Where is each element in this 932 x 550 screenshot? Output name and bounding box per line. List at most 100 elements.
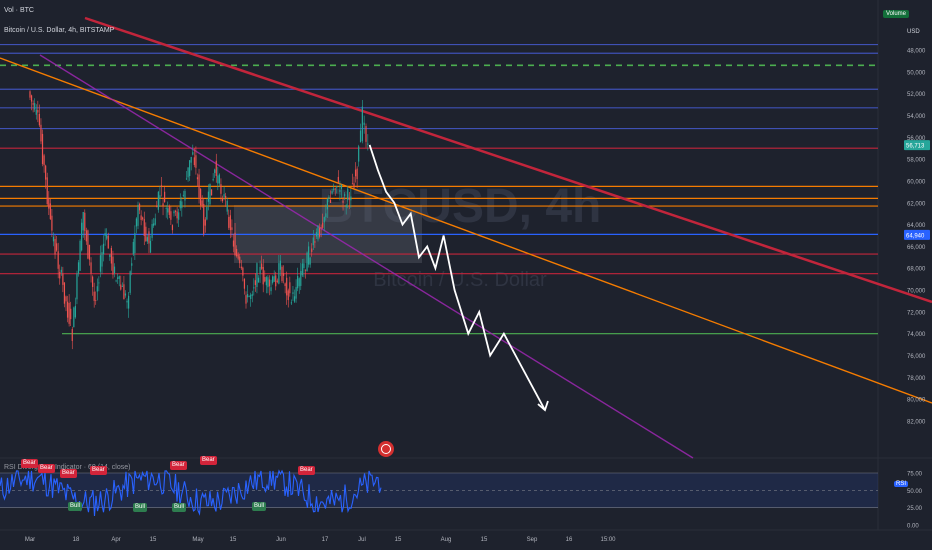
candle-body [333,188,335,190]
candle-body [124,293,127,296]
candle-body [66,301,69,318]
candle-body [220,184,222,194]
y-tick-label: 54,000 [907,114,926,120]
projection-path [368,144,546,411]
globe-icon[interactable] [378,441,394,457]
rsi-tick-label: 75.00 [907,472,923,478]
bull-divergence-tag: Bull [252,502,267,511]
x-tick-label: May [192,537,203,543]
candle-body [85,230,87,242]
x-tick-label: 15 [481,537,488,543]
x-tick-label: 18 [73,537,80,543]
candle-body [48,198,50,209]
candle-body [40,124,42,142]
candle-body [121,286,123,287]
x-tick-label: Sep [527,537,538,543]
x-tick-label: Apr [111,537,120,543]
candle-body [279,260,282,270]
candle-body [140,215,142,221]
x-tick-label: Mar [25,537,35,543]
candle-body [45,165,47,180]
candle-body [292,292,294,294]
candle-body [182,194,184,196]
candle-body [30,95,33,102]
candle-body [179,200,181,209]
candle-body [212,179,214,181]
candle-body [102,243,105,255]
candle-body [297,276,299,289]
candle-body [196,177,199,180]
candle-body [87,230,89,259]
candle-body [90,262,92,274]
candle-body [135,218,138,227]
candle-body [281,266,283,282]
candle-body [217,175,219,184]
candle-body [73,307,75,328]
rsi-tick-label: 0.00 [907,524,919,530]
currency-label: USD [907,29,920,35]
candle-body [203,203,205,234]
candle-body [337,176,339,183]
candle-body [107,235,109,249]
bear-divergence-tag: Bear [38,464,55,473]
projection-arrowhead [537,400,549,412]
candle-body [257,277,260,283]
candle-body [207,191,210,202]
candle-body [298,278,300,287]
candle-body [358,146,360,162]
candle-body [246,294,249,298]
candle-body [37,110,39,113]
candle-body [237,254,239,259]
candle-body [60,269,62,273]
candle-body [70,308,72,320]
candle-body [110,247,112,264]
candle-body [178,212,180,220]
candle-body [112,256,114,275]
candle-body [293,296,296,302]
candle-body [331,191,333,194]
y-tick-label: 78,000 [907,376,926,382]
x-tick-label: 16 [566,537,573,543]
candle-body [209,183,211,205]
candles [29,90,369,350]
candle-body [318,227,321,237]
candle-body [129,271,131,293]
candle-body [356,168,358,180]
candle-body [51,215,53,231]
candle-body [109,254,111,257]
candle-body [154,218,156,225]
candle-body [63,282,66,304]
candle-body [62,273,64,285]
candle-body [113,266,116,274]
price-badge-bg [904,229,930,240]
candle-body [35,109,37,115]
candle-body [185,178,188,180]
x-tick-label: Jun [276,537,286,543]
price-badge-bg [904,140,930,151]
bear-divergence-tag: Bear [298,466,315,475]
candle-body [218,174,220,184]
candle-body [128,295,130,309]
candle-body [250,294,252,299]
candle-body [101,252,103,267]
candle-body [134,233,136,254]
candle-body [95,300,97,301]
candle-body [160,185,163,187]
candle-body [142,217,144,220]
candle-body [265,277,267,286]
candle-body [143,219,145,237]
candle-body [282,273,285,276]
volume-badge[interactable]: Volume [883,10,910,18]
candle-body [74,305,76,318]
candle-body [306,252,308,272]
y-tick-label: 64,000 [907,223,926,229]
candle-body [367,143,369,145]
y-tick-label: 62,000 [907,201,926,207]
candle-body [347,188,349,200]
candle-body [184,190,186,201]
y-tick-label: 80,000 [907,398,926,404]
candle-body [132,241,134,255]
rsi-tick-label: 25.00 [907,506,923,512]
candle-body [225,195,227,198]
